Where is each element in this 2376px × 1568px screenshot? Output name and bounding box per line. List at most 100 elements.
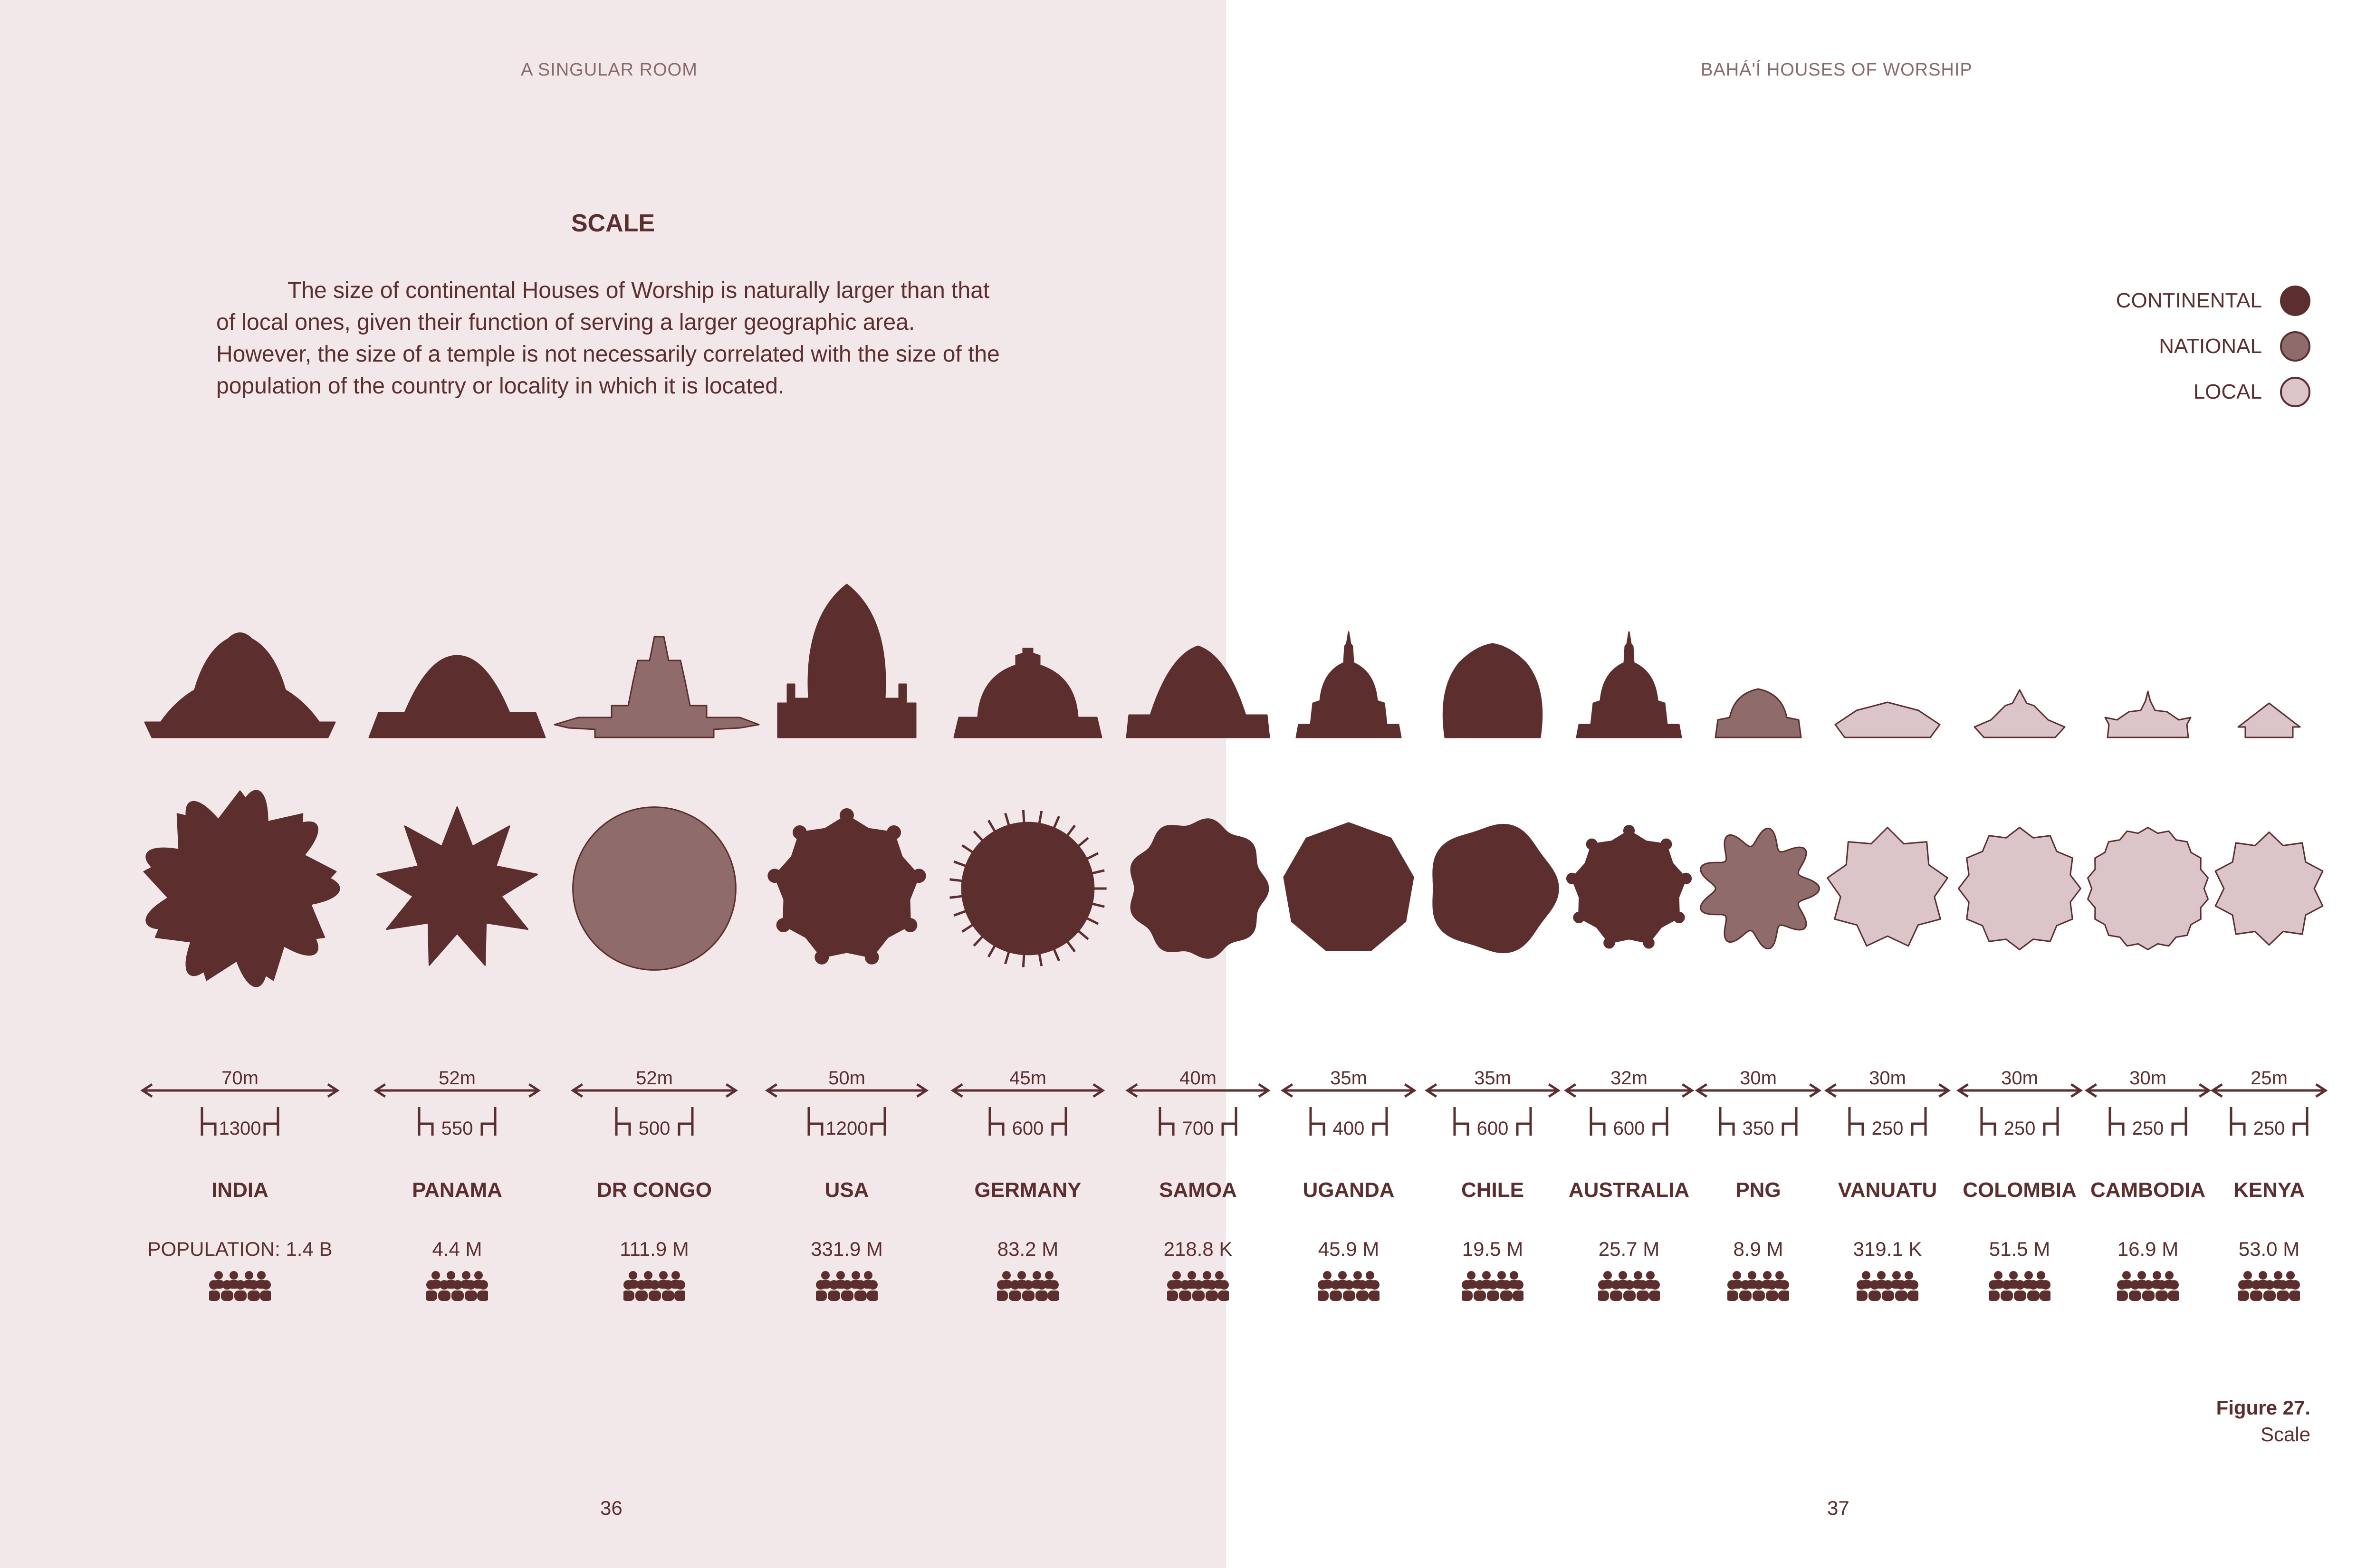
arrow-left-icon — [2210, 1083, 2223, 1098]
arrow-left-icon — [1564, 1083, 1576, 1098]
floor-plan-shape — [2087, 827, 2209, 950]
arrow-left-icon — [1695, 1083, 1707, 1098]
chair-icon — [1051, 1107, 1067, 1136]
floor-plan-shape — [767, 808, 926, 965]
arrow-left-icon — [1425, 1083, 1437, 1098]
temple-column: 50m 1200 USA 331.9 M — [733, 561, 961, 1321]
chair-icon — [1372, 1107, 1388, 1136]
seating-capacity: 600 — [1477, 1118, 1509, 1139]
diameter-label: 30m — [1740, 1068, 1777, 1089]
diameter-label: 30m — [1869, 1068, 1906, 1089]
elevation-silhouette — [1295, 631, 1402, 738]
people-icon — [1989, 1271, 2050, 1301]
arrow-left-icon — [140, 1083, 153, 1098]
arrow-right-icon — [1404, 1083, 1417, 1098]
temple-column: 30m 350 PNG 8.9 M — [1644, 561, 1872, 1321]
seating-capacity: 250 — [2132, 1118, 2164, 1139]
population-value: 16.9 M — [2117, 1238, 2179, 1260]
seating-capacity: 600 — [1012, 1118, 1044, 1139]
population-value: 45.9 M — [1318, 1238, 1380, 1260]
temple-column: 32m 600 AUSTRALIA 25.7 M — [1515, 561, 1743, 1321]
arrow-right-icon — [1682, 1083, 1694, 1098]
page-number-left: 36 — [600, 1497, 623, 1519]
elevation-silhouette — [554, 636, 760, 738]
country-name: VANUATU — [1838, 1178, 1937, 1202]
chair-icon — [1590, 1107, 1606, 1136]
diameter-label: 52m — [439, 1068, 476, 1089]
chair-icon — [988, 1107, 1005, 1136]
elevation-silhouette — [2237, 702, 2301, 738]
arrow-left-icon — [374, 1083, 386, 1098]
country-name: DR CONGO — [597, 1178, 712, 1202]
seating-capacity: 600 — [1613, 1118, 1645, 1139]
chair-icon — [1980, 1107, 1996, 1136]
chair-icon — [480, 1107, 497, 1136]
elevation-silhouette — [1576, 631, 1682, 738]
arrow-right-icon — [726, 1083, 738, 1098]
diameter-label: 30m — [2129, 1068, 2166, 1089]
seating-capacity: 350 — [1743, 1118, 1774, 1139]
running-head-left: A SINGULAR ROOM — [521, 60, 698, 80]
elevation-silhouette — [1834, 701, 1941, 738]
dimension-and-seating: 30m 250 — [1824, 1068, 1951, 1139]
temple-column: 35m 600 CHILE 19.5 M — [1379, 561, 1607, 1321]
floor-plan-shape — [1130, 818, 1269, 959]
population-value: 8.9 M — [1733, 1238, 1783, 1260]
legend-label: CONTINENTAL — [2116, 289, 2262, 312]
dimension-and-seating: 32m 600 — [1564, 1068, 1694, 1139]
diameter-label: 32m — [1610, 1068, 1648, 1089]
figure-number: Figure 27. — [2216, 1396, 2310, 1419]
temple-column: 52m 550 PANAMA 4.4 M — [343, 561, 571, 1321]
elevation-silhouette — [2104, 690, 2192, 738]
dimension-and-seating: 70m 1300 — [140, 1068, 340, 1139]
elevation-silhouette — [777, 583, 917, 738]
floor-plan-shape — [2214, 831, 2324, 946]
arrow-right-icon — [916, 1083, 929, 1098]
chair-icon — [1159, 1107, 1175, 1136]
country-name: KENYA — [2233, 1178, 2305, 1202]
temple-column: 40m 700 SAMOA 218.8 K — [1084, 561, 1312, 1321]
figure-caption: Figure 27. Scale — [2216, 1395, 2310, 1448]
population-value: 4.4 M — [432, 1238, 482, 1260]
arrow-right-icon — [528, 1083, 541, 1098]
arrow-right-icon — [1938, 1083, 1951, 1098]
people-icon — [209, 1271, 271, 1301]
seating-capacity: 1200 — [826, 1118, 868, 1139]
diameter-label: 35m — [1330, 1068, 1367, 1089]
population-value: 51.5 M — [1989, 1238, 2050, 1260]
dimension-and-seating: 30m 350 — [1695, 1068, 1822, 1139]
chair-icon — [1848, 1107, 1864, 1136]
elevation-silhouette — [953, 648, 1102, 738]
people-icon — [816, 1271, 878, 1301]
floor-plan-shape — [1566, 825, 1692, 949]
chair-icon — [201, 1107, 217, 1136]
country-name: SAMOA — [1159, 1178, 1237, 1202]
arrow-left-icon — [1956, 1083, 1969, 1098]
seating-capacity: 250 — [1872, 1118, 1904, 1139]
floor-plan-shape — [949, 810, 1107, 967]
chair-icon — [678, 1107, 694, 1136]
country-name: PNG — [1735, 1178, 1781, 1202]
arrow-left-icon — [1824, 1083, 1837, 1098]
people-icon — [623, 1271, 685, 1301]
arrow-left-icon — [1125, 1083, 1138, 1098]
chair-icon — [1911, 1107, 1927, 1136]
temple-column: 30m 250 COLOMBIA 51.5 M — [1906, 561, 2134, 1321]
chair-icon — [2230, 1107, 2246, 1136]
chair-icon — [1782, 1107, 1798, 1136]
arrow-right-icon — [327, 1083, 340, 1098]
seating-capacity: 1300 — [219, 1118, 261, 1139]
chair-icon — [263, 1107, 279, 1136]
population-value: 53.0 M — [2238, 1238, 2300, 1260]
people-icon — [1598, 1271, 1660, 1301]
country-name: INDIA — [211, 1178, 268, 1202]
people-icon — [1318, 1271, 1380, 1301]
seating-capacity: 500 — [639, 1118, 671, 1139]
country-name: UGANDA — [1303, 1178, 1395, 1202]
arrow-right-icon — [1548, 1083, 1561, 1098]
arrow-right-icon — [2070, 1083, 2083, 1098]
dimension-and-seating: 30m 250 — [2084, 1068, 2212, 1139]
seating-capacity: 250 — [2253, 1118, 2285, 1139]
country-name: GERMANY — [974, 1178, 1082, 1202]
chair-icon — [1516, 1107, 1532, 1136]
